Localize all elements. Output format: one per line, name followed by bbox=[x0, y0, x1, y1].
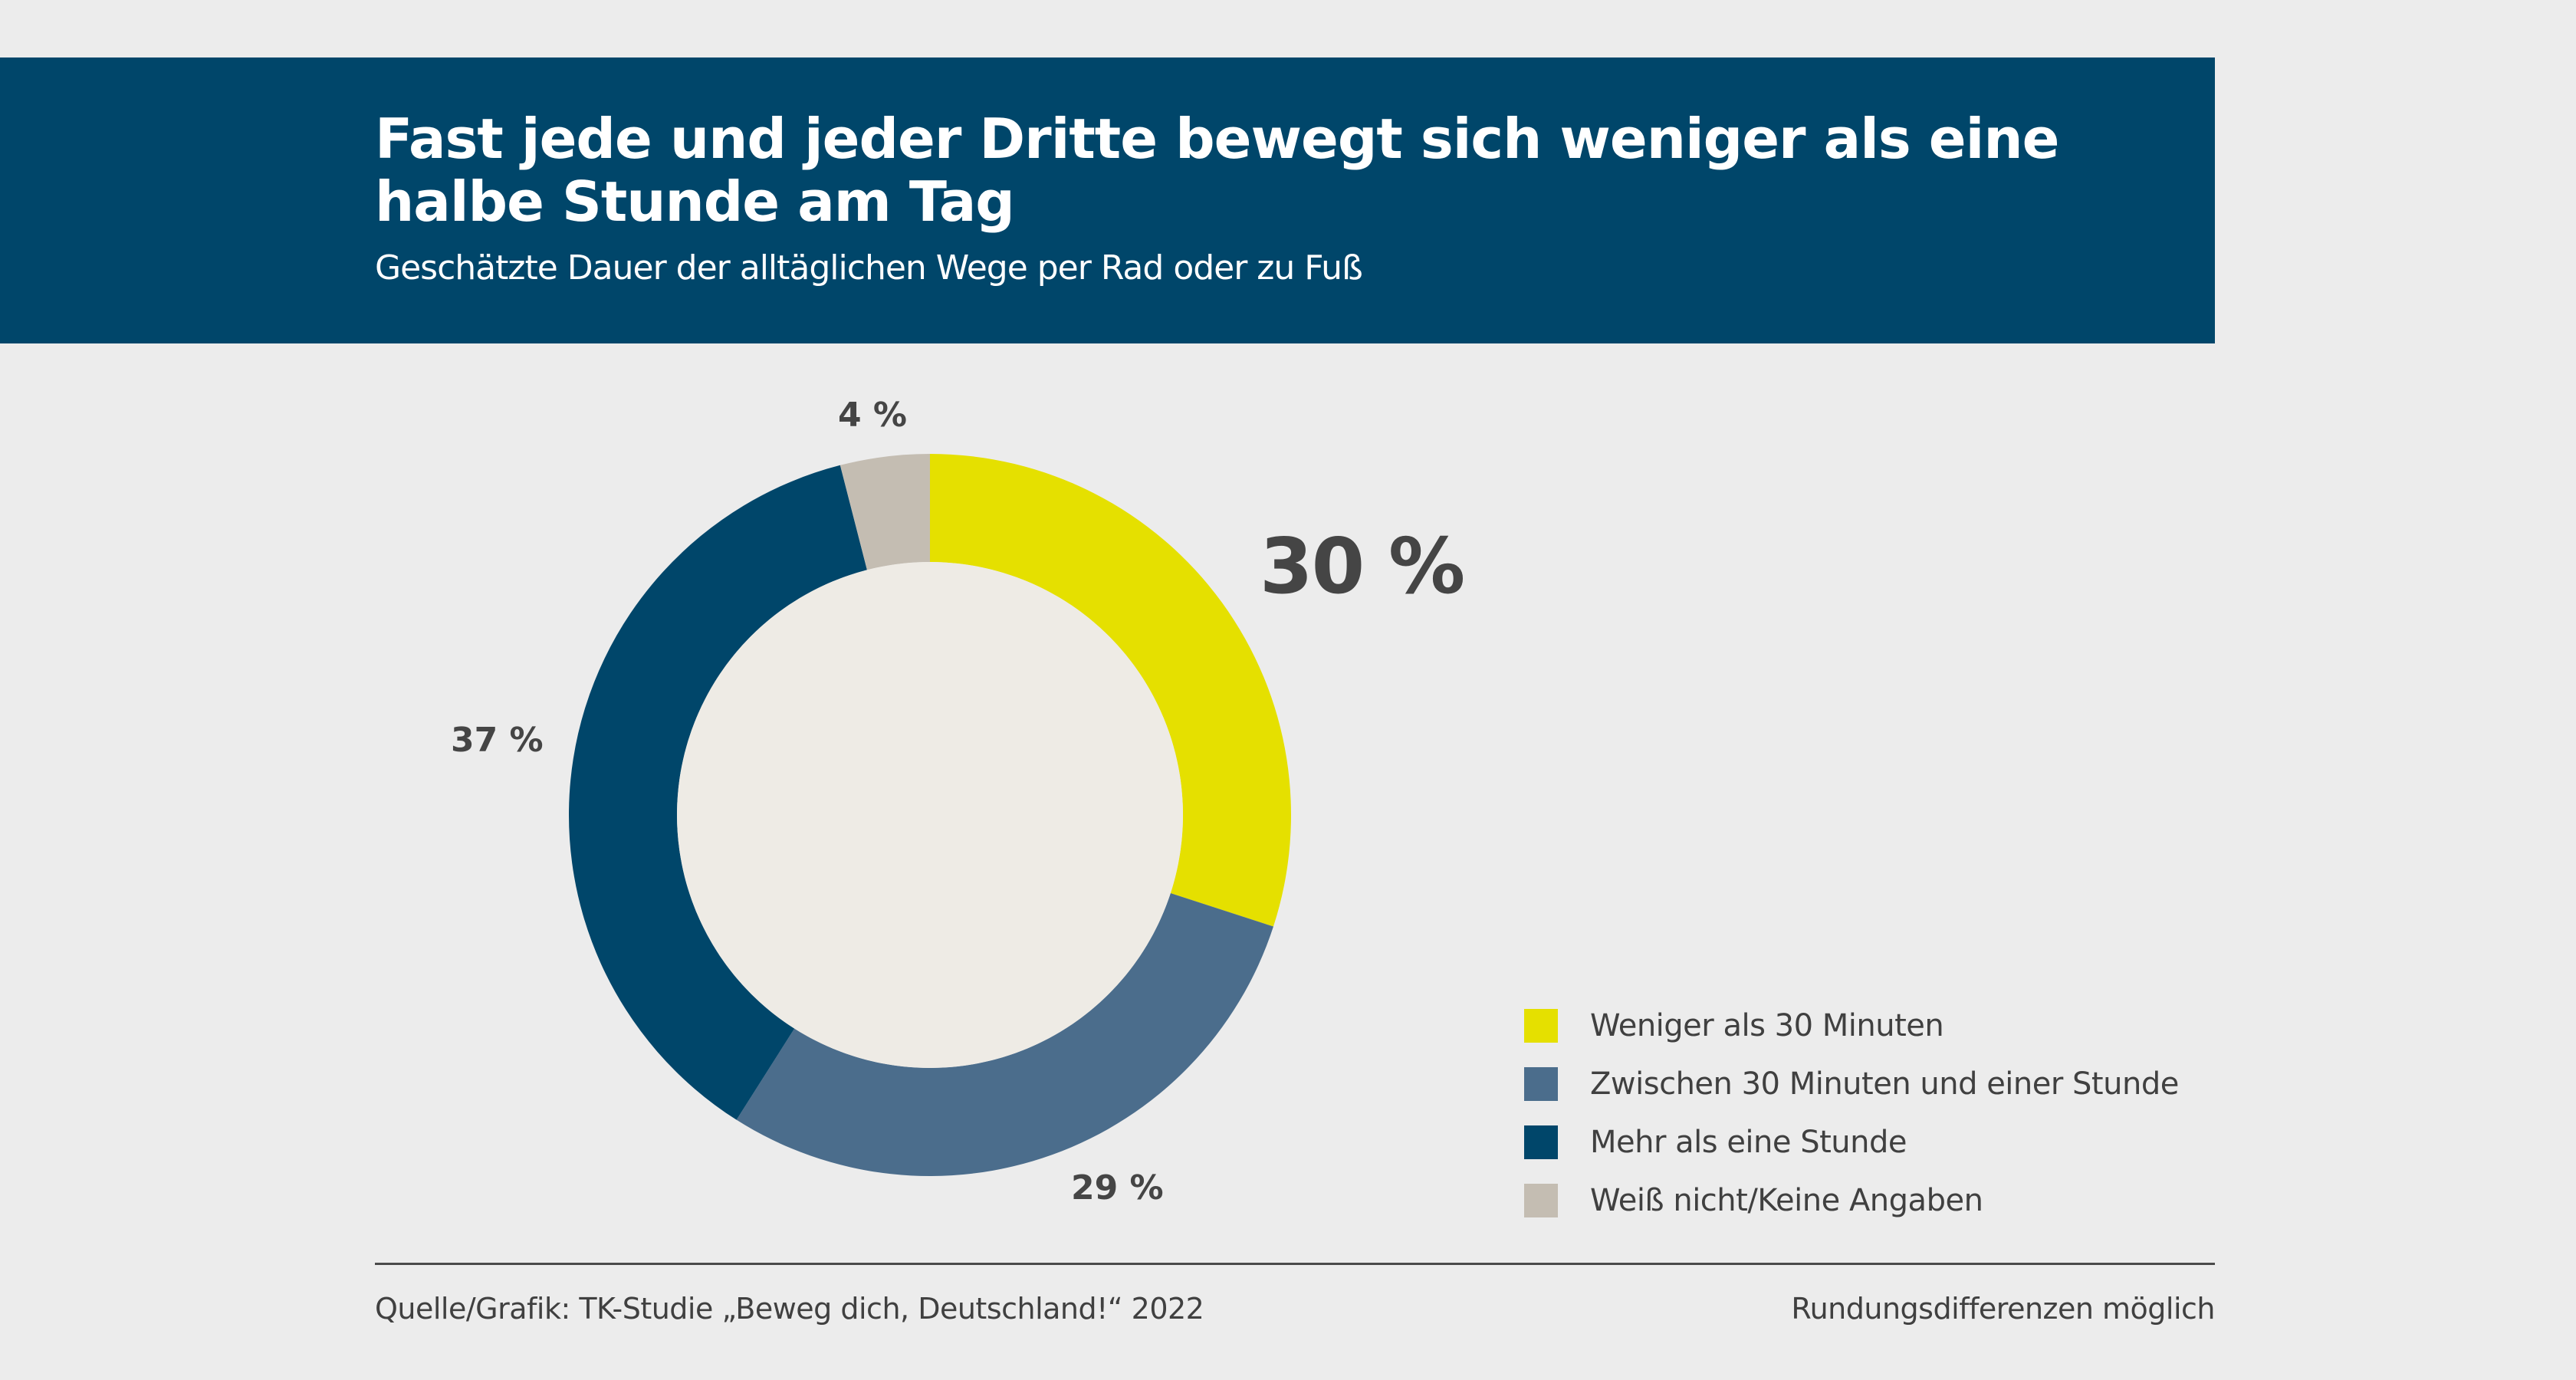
slice-30-min-to-hour bbox=[736, 892, 1273, 1177]
legend-swatch bbox=[1524, 1009, 1558, 1043]
slice-more-than-hour bbox=[569, 465, 867, 1120]
legend-label: Weiß nicht/Keine Angaben bbox=[1590, 1183, 1983, 1218]
donut-center bbox=[677, 562, 1183, 1068]
footer-divider bbox=[375, 1263, 2215, 1265]
legend-item: Weniger als 30 Minuten bbox=[1524, 997, 2179, 1055]
legend-swatch bbox=[1524, 1125, 1558, 1159]
chart-subtitle: Geschätzte Dauer der alltäglichen Wege p… bbox=[375, 248, 1363, 288]
slice-dont-know bbox=[840, 454, 930, 570]
header-banner bbox=[0, 58, 2215, 343]
chart-title: Fast jede und jeder Dritte bewegt sich w… bbox=[375, 107, 2059, 234]
legend-swatch bbox=[1524, 1067, 1558, 1101]
legend-item: Zwischen 30 Minuten und einer Stunde bbox=[1524, 1055, 2179, 1113]
legend-item: Weiß nicht/Keine Angaben bbox=[1524, 1171, 2179, 1230]
legend-item: Mehr als eine Stunde bbox=[1524, 1113, 2179, 1171]
data-label-dont-know: 4 % bbox=[838, 396, 908, 435]
legend-swatch bbox=[1524, 1184, 1558, 1217]
slice-less-than-30-min bbox=[930, 454, 1291, 927]
data-label-30-min-to-hour: 29 % bbox=[1071, 1168, 1164, 1208]
data-label-less-than-30-min: 30 % bbox=[1260, 521, 1465, 611]
source-note: Quelle/Grafik: TK-Studie „Beweg dich, De… bbox=[375, 1292, 1204, 1326]
legend: Weniger als 30 Minuten Zwischen 30 Minut… bbox=[1524, 997, 2179, 1230]
data-label-more-than-hour: 37 % bbox=[451, 721, 544, 760]
legend-label: Zwischen 30 Minuten und einer Stunde bbox=[1590, 1066, 2179, 1102]
legend-label: Mehr als eine Stunde bbox=[1590, 1125, 1907, 1160]
legend-label: Weniger als 30 Minuten bbox=[1590, 1008, 1944, 1043]
rounding-note: Rundungsdifferenzen möglich bbox=[1791, 1292, 2215, 1326]
